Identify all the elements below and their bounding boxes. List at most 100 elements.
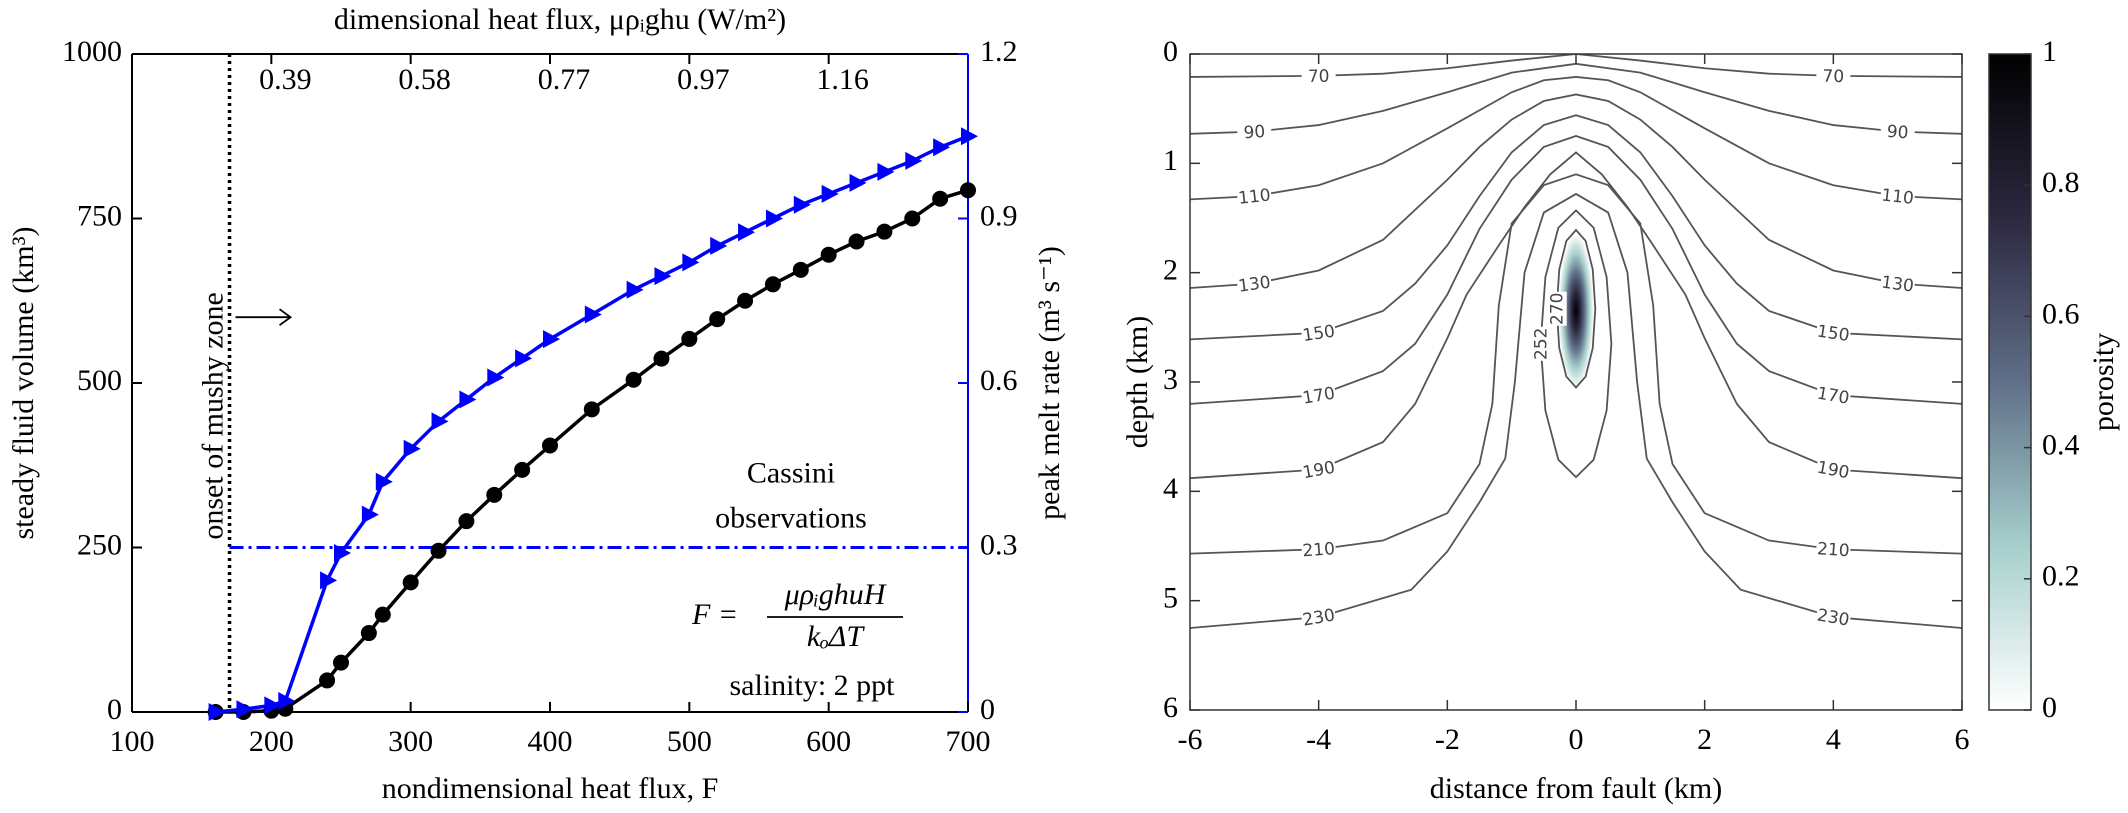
colorbar-tick-label: 0.2 <box>2042 560 2080 593</box>
x2-tick-label: 0.97 <box>677 63 730 96</box>
marker <box>848 233 865 250</box>
contour-label-group: 70 <box>1816 65 1851 87</box>
contour-label: 270 <box>1548 293 1568 325</box>
marker <box>583 401 600 418</box>
marker <box>320 571 338 590</box>
contour-label: 210 <box>1816 539 1850 561</box>
formula-numerator: μρᵢghuH <box>784 578 888 611</box>
colorbar-label: porosity <box>2087 333 2120 431</box>
contour-label-bg <box>1546 291 1567 326</box>
line-chart: 100 200 300 400 500 600 700 0.39 0.58 0.77 0.97 1.1… <box>7 3 1066 805</box>
marker <box>654 267 672 286</box>
arrow-head <box>279 308 293 326</box>
y2-tick-label: 0.3 <box>980 528 1018 561</box>
contour-label-group: 110 <box>1879 184 1916 209</box>
x-tick-label: 4 <box>1826 723 1841 756</box>
x-tick-label: 700 <box>946 725 991 758</box>
marker <box>333 654 349 671</box>
contour-label-bg <box>1879 271 1916 296</box>
contour-label-group: 110 <box>1236 184 1273 209</box>
x-tick-label: 500 <box>667 725 712 758</box>
marker <box>334 543 351 562</box>
marker <box>905 151 923 170</box>
x-axis-label: nondimensional heat flux, F <box>382 772 719 805</box>
marker <box>543 330 560 349</box>
marker <box>403 439 421 458</box>
colorbar-tick-label: 0.8 <box>2042 166 2080 199</box>
y2-tick-label: 0.6 <box>980 364 1018 397</box>
marker <box>542 437 558 454</box>
colorbar-tick-label: 0 <box>2042 691 2057 724</box>
series-line <box>215 134 969 714</box>
y-axis-label: depth (km) <box>1121 316 1154 448</box>
marker <box>431 412 449 431</box>
y-tick-label: 250 <box>77 528 122 561</box>
contour-label-bg <box>1815 538 1851 561</box>
contour-label: 150 <box>1301 322 1336 347</box>
marker <box>515 349 533 368</box>
y-tick-label: 6 <box>1163 691 1178 724</box>
marker <box>820 246 837 263</box>
marker <box>792 261 809 278</box>
marker <box>876 223 893 240</box>
contour-label: 130 <box>1880 272 1915 296</box>
contour-label-bg <box>1236 120 1272 143</box>
contour-label: 90 <box>1243 122 1266 143</box>
contour-line <box>1190 173 1962 555</box>
contour-label-bg <box>1814 382 1852 408</box>
y-tick-label: 3 <box>1163 363 1178 396</box>
marker <box>933 138 951 157</box>
contour-label: 70 <box>1822 67 1844 87</box>
marker <box>793 195 811 214</box>
colorbar-tick-label: 0.4 <box>2042 428 2080 461</box>
contour-label: 252 <box>1532 328 1552 360</box>
contour-label-bg <box>1814 456 1852 483</box>
x2-tick-label: 0.39 <box>259 63 312 96</box>
y-tick-label: 1 <box>1163 144 1178 177</box>
x-tick-label: -4 <box>1306 723 1331 756</box>
marker <box>486 486 503 503</box>
marker <box>960 182 976 199</box>
marker <box>737 292 754 309</box>
marker <box>961 127 978 146</box>
y-tick-label: 2 <box>1163 254 1178 287</box>
marker <box>932 190 949 207</box>
contour-label-bg <box>1879 184 1916 208</box>
x2-tick-label: 0.77 <box>538 63 591 96</box>
marker <box>430 542 447 559</box>
contour-label-group: 270 <box>1546 291 1568 326</box>
contour-line <box>1190 192 1962 629</box>
y-tick-label: 4 <box>1163 472 1178 505</box>
y2-tick-label: 0.9 <box>980 199 1018 232</box>
contour-label-bg <box>1301 65 1336 87</box>
marker <box>236 700 254 719</box>
contour-label-group: 210 <box>1815 538 1851 561</box>
contour-label-group: 252 <box>1530 326 1552 361</box>
formula-denominator: kₒΔT <box>807 620 865 653</box>
x-tick-label: 2 <box>1697 723 1712 756</box>
colorbar-tick-label: 0.6 <box>2042 297 2080 330</box>
y-axis-label: steady fluid volume (km³) <box>7 226 40 539</box>
contour-label-group: 70 <box>1301 65 1336 87</box>
y2-tick-label: 1.2 <box>980 35 1018 68</box>
contour-label-bg <box>1300 456 1338 483</box>
x-tick-label: -6 <box>1178 723 1203 756</box>
marker <box>375 472 393 491</box>
y2-axis-label: peak melt rate (m³ s⁻¹) <box>1033 246 1066 520</box>
marker <box>904 210 921 227</box>
contour-label-group: 90 <box>1236 120 1272 143</box>
marker <box>459 390 477 409</box>
onset-label: onset of mushy zone <box>196 292 229 539</box>
marker <box>514 461 531 478</box>
porosity-region <box>1558 234 1594 388</box>
contour-label-group: 150 <box>1815 320 1852 346</box>
contour-label-group: 130 <box>1236 271 1273 297</box>
marker <box>653 350 670 367</box>
y-tick-label: 500 <box>77 364 122 397</box>
marker <box>278 692 296 711</box>
contour-label-bg <box>1300 320 1337 346</box>
x2-tick-label: 0.58 <box>398 63 451 96</box>
contour-label-bg <box>1816 65 1851 87</box>
colorbar-tick-label: 1 <box>2042 35 2057 68</box>
marker <box>738 223 756 242</box>
